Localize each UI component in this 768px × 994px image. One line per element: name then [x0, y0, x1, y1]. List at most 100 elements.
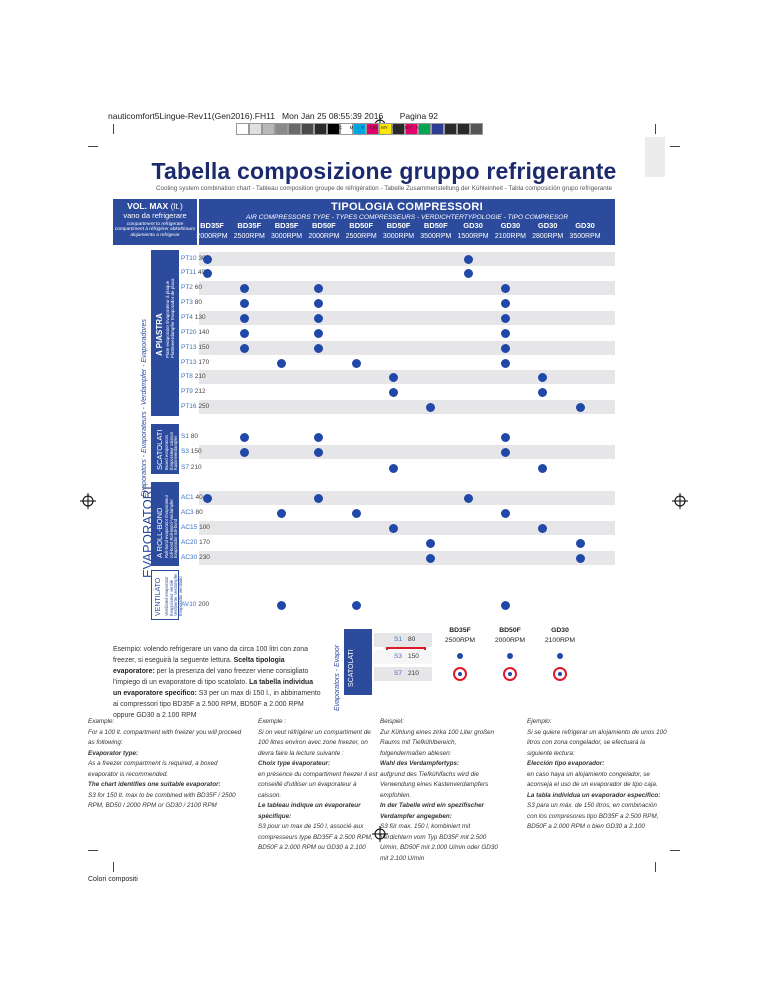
color-swatch — [262, 123, 275, 135]
evaporator-code: PT13 — [181, 344, 199, 351]
grid-row — [199, 296, 615, 310]
compressor-header: GD30 2800RPM — [525, 221, 571, 240]
grid-row — [199, 341, 615, 355]
row-volume: 200 — [198, 601, 210, 608]
row-label: AC3 80 — [181, 506, 211, 520]
compressor-header: BD50F 3000RPM — [376, 221, 422, 240]
compressor-rpm: 2000RPM — [196, 233, 228, 240]
compressor-header: GD30 2100RPM — [487, 221, 533, 240]
evaporator-code: PT10 — [181, 255, 199, 262]
evaporator-code: S7 — [181, 464, 191, 471]
example-line: Le tableau indique un évaporateur spécif… — [258, 802, 361, 820]
color-swatch — [340, 123, 353, 135]
compressor-model: BD50F — [312, 221, 336, 230]
group-rollbond — [151, 482, 179, 566]
grid-row — [199, 536, 615, 550]
color-swatch — [327, 123, 340, 135]
evaporator-code: PT8 — [181, 373, 195, 380]
compatibility-dot — [463, 268, 473, 278]
mini-compressor-rpm: 2000RPM — [494, 637, 526, 644]
evaporator-code: PT16 — [181, 403, 199, 410]
evaporator-code: AC3 — [181, 509, 196, 516]
compatibility-dot — [575, 402, 585, 412]
crop-mark — [113, 124, 114, 134]
compatibility-dot — [239, 432, 249, 442]
row-label: PT10 30 — [181, 252, 211, 266]
row-volume: 40 — [195, 494, 203, 501]
registration-mark-right — [672, 493, 688, 509]
compressor-rpm: 2000RPM — [308, 233, 340, 240]
compatibility-dot — [500, 508, 510, 518]
mini-row — [374, 667, 432, 681]
color-swatch — [288, 123, 301, 135]
evaporator-code: PT4 — [181, 314, 195, 321]
row-label: PT13 170 — [181, 356, 211, 370]
example-line: Choix type évaporateur: — [258, 760, 331, 767]
color-swatch — [366, 123, 379, 135]
compatibility-dot — [575, 538, 585, 548]
compatibility-dot — [314, 343, 324, 353]
row-label: PT16 250 — [181, 400, 211, 414]
row-volume: 80 — [195, 509, 203, 516]
compatibility-dot — [500, 313, 510, 323]
mini-selected-ring — [503, 667, 517, 681]
compatibility-dot — [426, 553, 436, 563]
compatibility-dot — [500, 328, 510, 338]
example-line: en présence du compartiment freezer il e… — [258, 770, 378, 799]
mini-row-code: S3 — [394, 653, 402, 660]
volume-header: VOL. MAX (lt.) vano da refrigerare compa… — [113, 199, 197, 245]
compatibility-dot — [500, 298, 510, 308]
compatibility-dot — [389, 463, 398, 473]
row-label: PT13 150 — [181, 341, 211, 355]
page-tab — [645, 137, 665, 177]
types-subtitle: AIR COMPRESSORS TYPE - TYPES COMPRESSEUR… — [245, 214, 569, 221]
grid-row — [199, 281, 615, 295]
grid-row — [199, 506, 615, 520]
mini-row-volume: 150 — [408, 653, 419, 660]
compressor-model: BD35F — [200, 221, 224, 230]
slug-page: Pagina 92 — [399, 111, 439, 121]
compatibility-dot — [463, 254, 473, 264]
mini-selected-dot — [508, 672, 512, 676]
compatibility-dot — [277, 358, 287, 368]
row-volume: 30 — [198, 255, 206, 262]
crop-mark — [670, 850, 680, 851]
row-label: S7 210 — [181, 461, 211, 475]
mini-scatolati-box — [344, 629, 372, 695]
example-line: Si on veut réfrigérer un compartiment de… — [258, 728, 371, 757]
mini-row-volume: 210 — [408, 670, 419, 677]
compressor-model: BD35F — [237, 221, 262, 230]
group-piastra-label: A PIASTRA — [155, 313, 164, 356]
color-swatch-label: Y — [360, 125, 364, 130]
group-piastra — [151, 250, 179, 416]
grid-row — [199, 326, 615, 340]
color-swatch-label: M — [349, 125, 354, 130]
mini-box-label: SCATOLATI — [348, 649, 355, 687]
row-label: PT4 130 — [181, 311, 211, 325]
row-volume: 40 — [197, 269, 206, 276]
compressor-header: BD35F 3000RPM — [264, 221, 310, 240]
grid-row — [199, 521, 615, 535]
compatibility-dot — [389, 523, 398, 533]
mini-selected-ring — [553, 667, 567, 681]
grid-row — [199, 266, 615, 280]
example-it-p1: Esempio: volendo refrigerare un vano da … — [113, 646, 308, 664]
evaporator-code: AV10 — [181, 601, 199, 608]
compatibility-dot — [351, 600, 361, 610]
color-swatch-label: C — [338, 125, 343, 130]
compatibility-dot — [500, 447, 510, 457]
color-swatch — [379, 123, 392, 135]
example-line: Evaporator type: — [88, 749, 139, 757]
example-line: Elección tipo evaporador: — [527, 760, 605, 767]
row-label: AC15 100 — [181, 521, 211, 535]
compatibility-dot — [314, 493, 324, 503]
mini-compressor: BD50F 2000RPM — [490, 627, 530, 644]
compatibility-dot — [314, 298, 324, 308]
compatibility-dot — [500, 283, 510, 293]
compressor-rpm: 2500RPM — [233, 233, 265, 240]
compatibility-dot — [202, 493, 212, 503]
grid-row — [199, 311, 615, 325]
compatibility-dot — [500, 358, 510, 368]
evaporator-code: AC30 — [181, 554, 200, 561]
example-line: aufgrund des Tiefkühlfachs wird die Verw… — [380, 770, 489, 799]
